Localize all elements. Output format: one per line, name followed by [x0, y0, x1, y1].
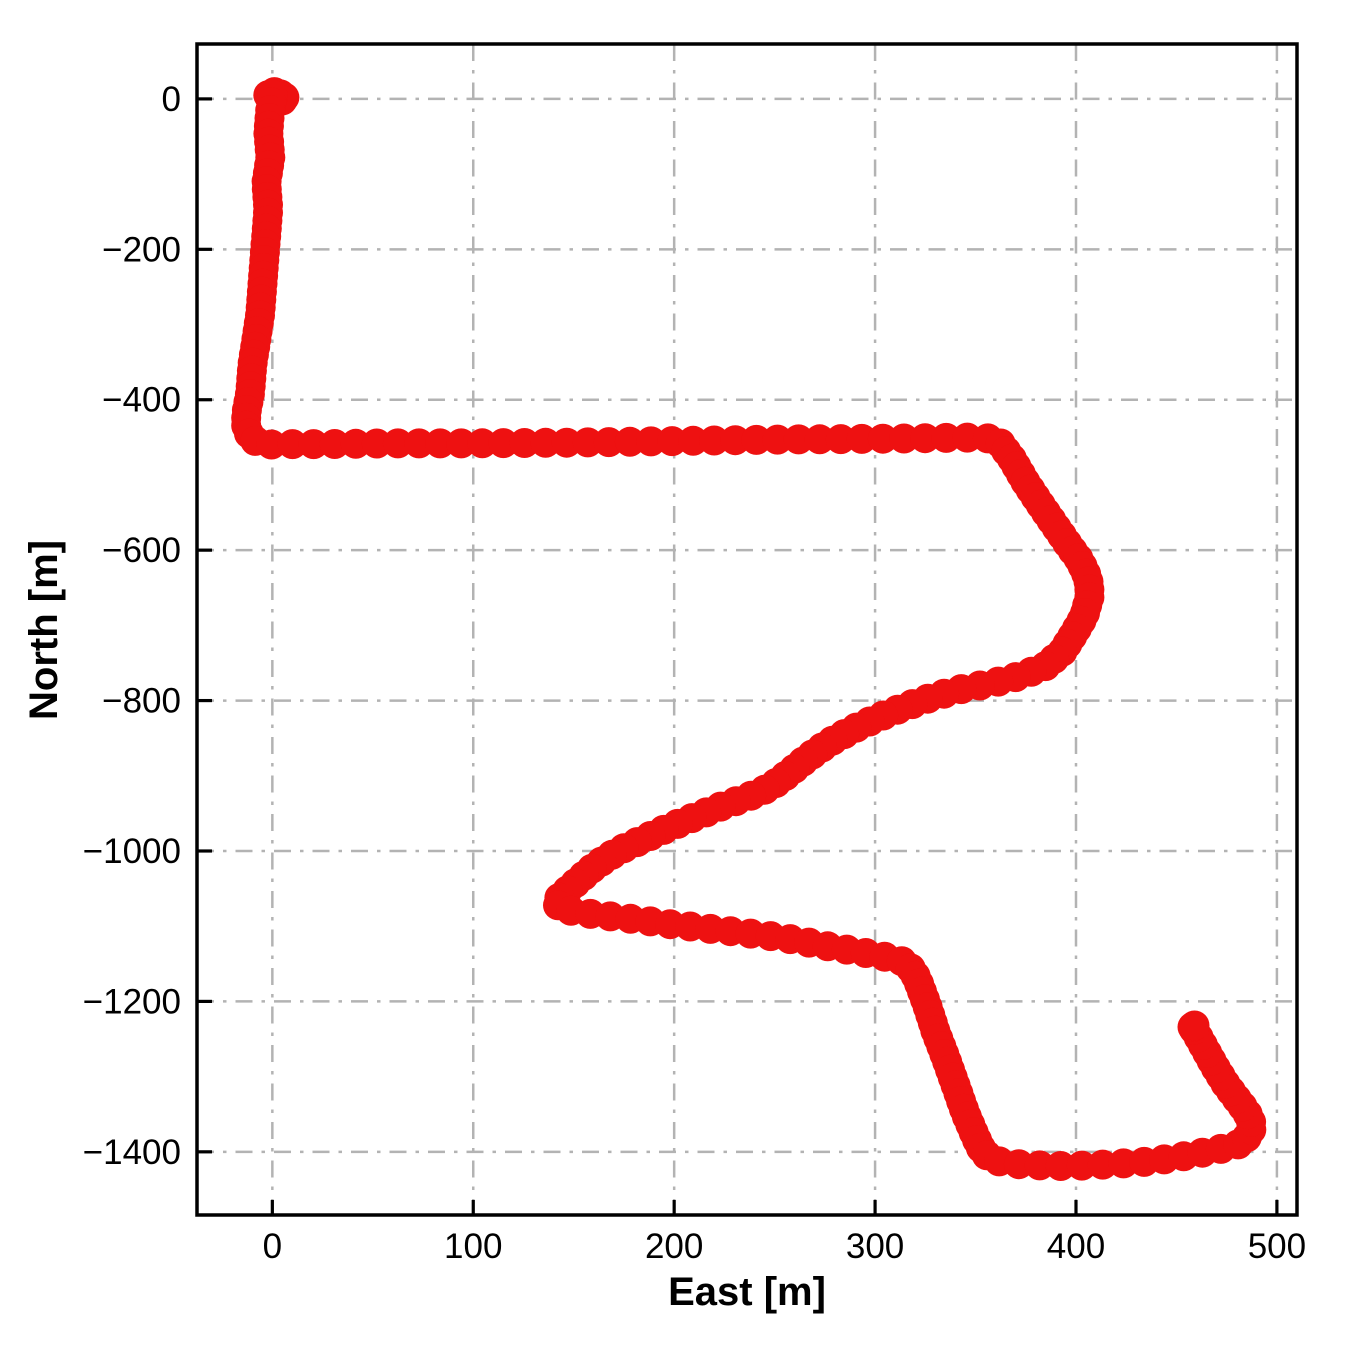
trajectory-point [762, 424, 793, 455]
trajectory-point [404, 428, 434, 459]
trajectory-point [804, 424, 835, 455]
y-tick-label: 0 [162, 80, 181, 119]
y-tick-label: −400 [102, 381, 181, 420]
trajectory-point [910, 423, 941, 454]
y-tick-label: −1200 [83, 982, 181, 1021]
trajectory-point [657, 426, 688, 457]
trajectory-point [488, 428, 519, 459]
y-tick-label: −600 [102, 531, 181, 570]
plot-frame [195, 42, 1299, 1217]
trajectory-point [277, 429, 308, 460]
trajectory-point [741, 424, 772, 455]
trajectory-point [446, 428, 477, 459]
y-axis-label: North [m] [22, 540, 66, 720]
trajectory-point [256, 429, 287, 460]
trajectory-series [231, 77, 1267, 1181]
trajectory-point [1024, 1150, 1055, 1181]
trajectory-point [720, 425, 751, 456]
trajectory-point [551, 427, 582, 458]
trajectory-point [361, 428, 392, 459]
trajectory-point [699, 425, 730, 456]
trajectory-point [889, 423, 919, 454]
x-tick-label: 500 [1248, 1227, 1306, 1266]
trajectory-point [783, 424, 814, 455]
trajectory-point [678, 425, 709, 456]
x-tick-label: 400 [1047, 1227, 1105, 1266]
trajectory-point [382, 428, 413, 459]
x-tick-label: 200 [645, 1227, 703, 1266]
trajectory-point [509, 428, 540, 458]
trajectory-point [425, 428, 456, 459]
y-tick-label: −800 [102, 682, 181, 721]
trajectory-point [636, 426, 666, 457]
trajectory-point [340, 428, 371, 459]
trajectory-point [1179, 1010, 1210, 1041]
y-tick-label: −1000 [83, 832, 181, 871]
axis-ticks [197, 97, 1279, 1215]
trajectory-point [593, 427, 624, 458]
trajectory-point [846, 423, 877, 454]
trajectory-point [931, 422, 962, 453]
x-tick-label: 100 [444, 1227, 502, 1266]
gridlines [197, 44, 1297, 1215]
trajectory-point [614, 426, 645, 457]
x-tick-label: 300 [846, 1227, 904, 1266]
trajectory-point [298, 429, 329, 460]
x-tick-label: 0 [263, 1227, 282, 1266]
trajectory-point [1045, 1151, 1076, 1181]
trajectory-point [467, 428, 498, 459]
trajectory-point [530, 427, 561, 458]
y-tick-label: −200 [102, 230, 181, 269]
trajectory-point [572, 427, 603, 458]
trajectory-point [319, 429, 350, 459]
tick-labels: 0 100 200 300 400 500 0 −200 −400 −600 −800 −1000 −1… [83, 80, 1306, 1266]
trajectory-point [825, 424, 856, 455]
trajectory-point [867, 423, 898, 454]
x-axis-label: East [m] [668, 1270, 826, 1314]
y-tick-label: −1400 [83, 1133, 181, 1172]
